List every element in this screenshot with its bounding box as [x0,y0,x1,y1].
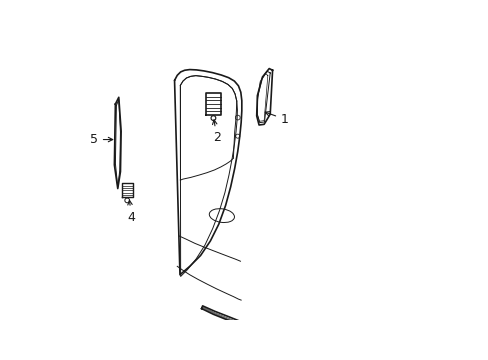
Text: 2: 2 [212,120,220,144]
Text: 1: 1 [264,112,288,126]
Text: 5: 5 [90,133,113,146]
Text: 4: 4 [127,200,135,224]
Text: 3: 3 [0,359,1,360]
